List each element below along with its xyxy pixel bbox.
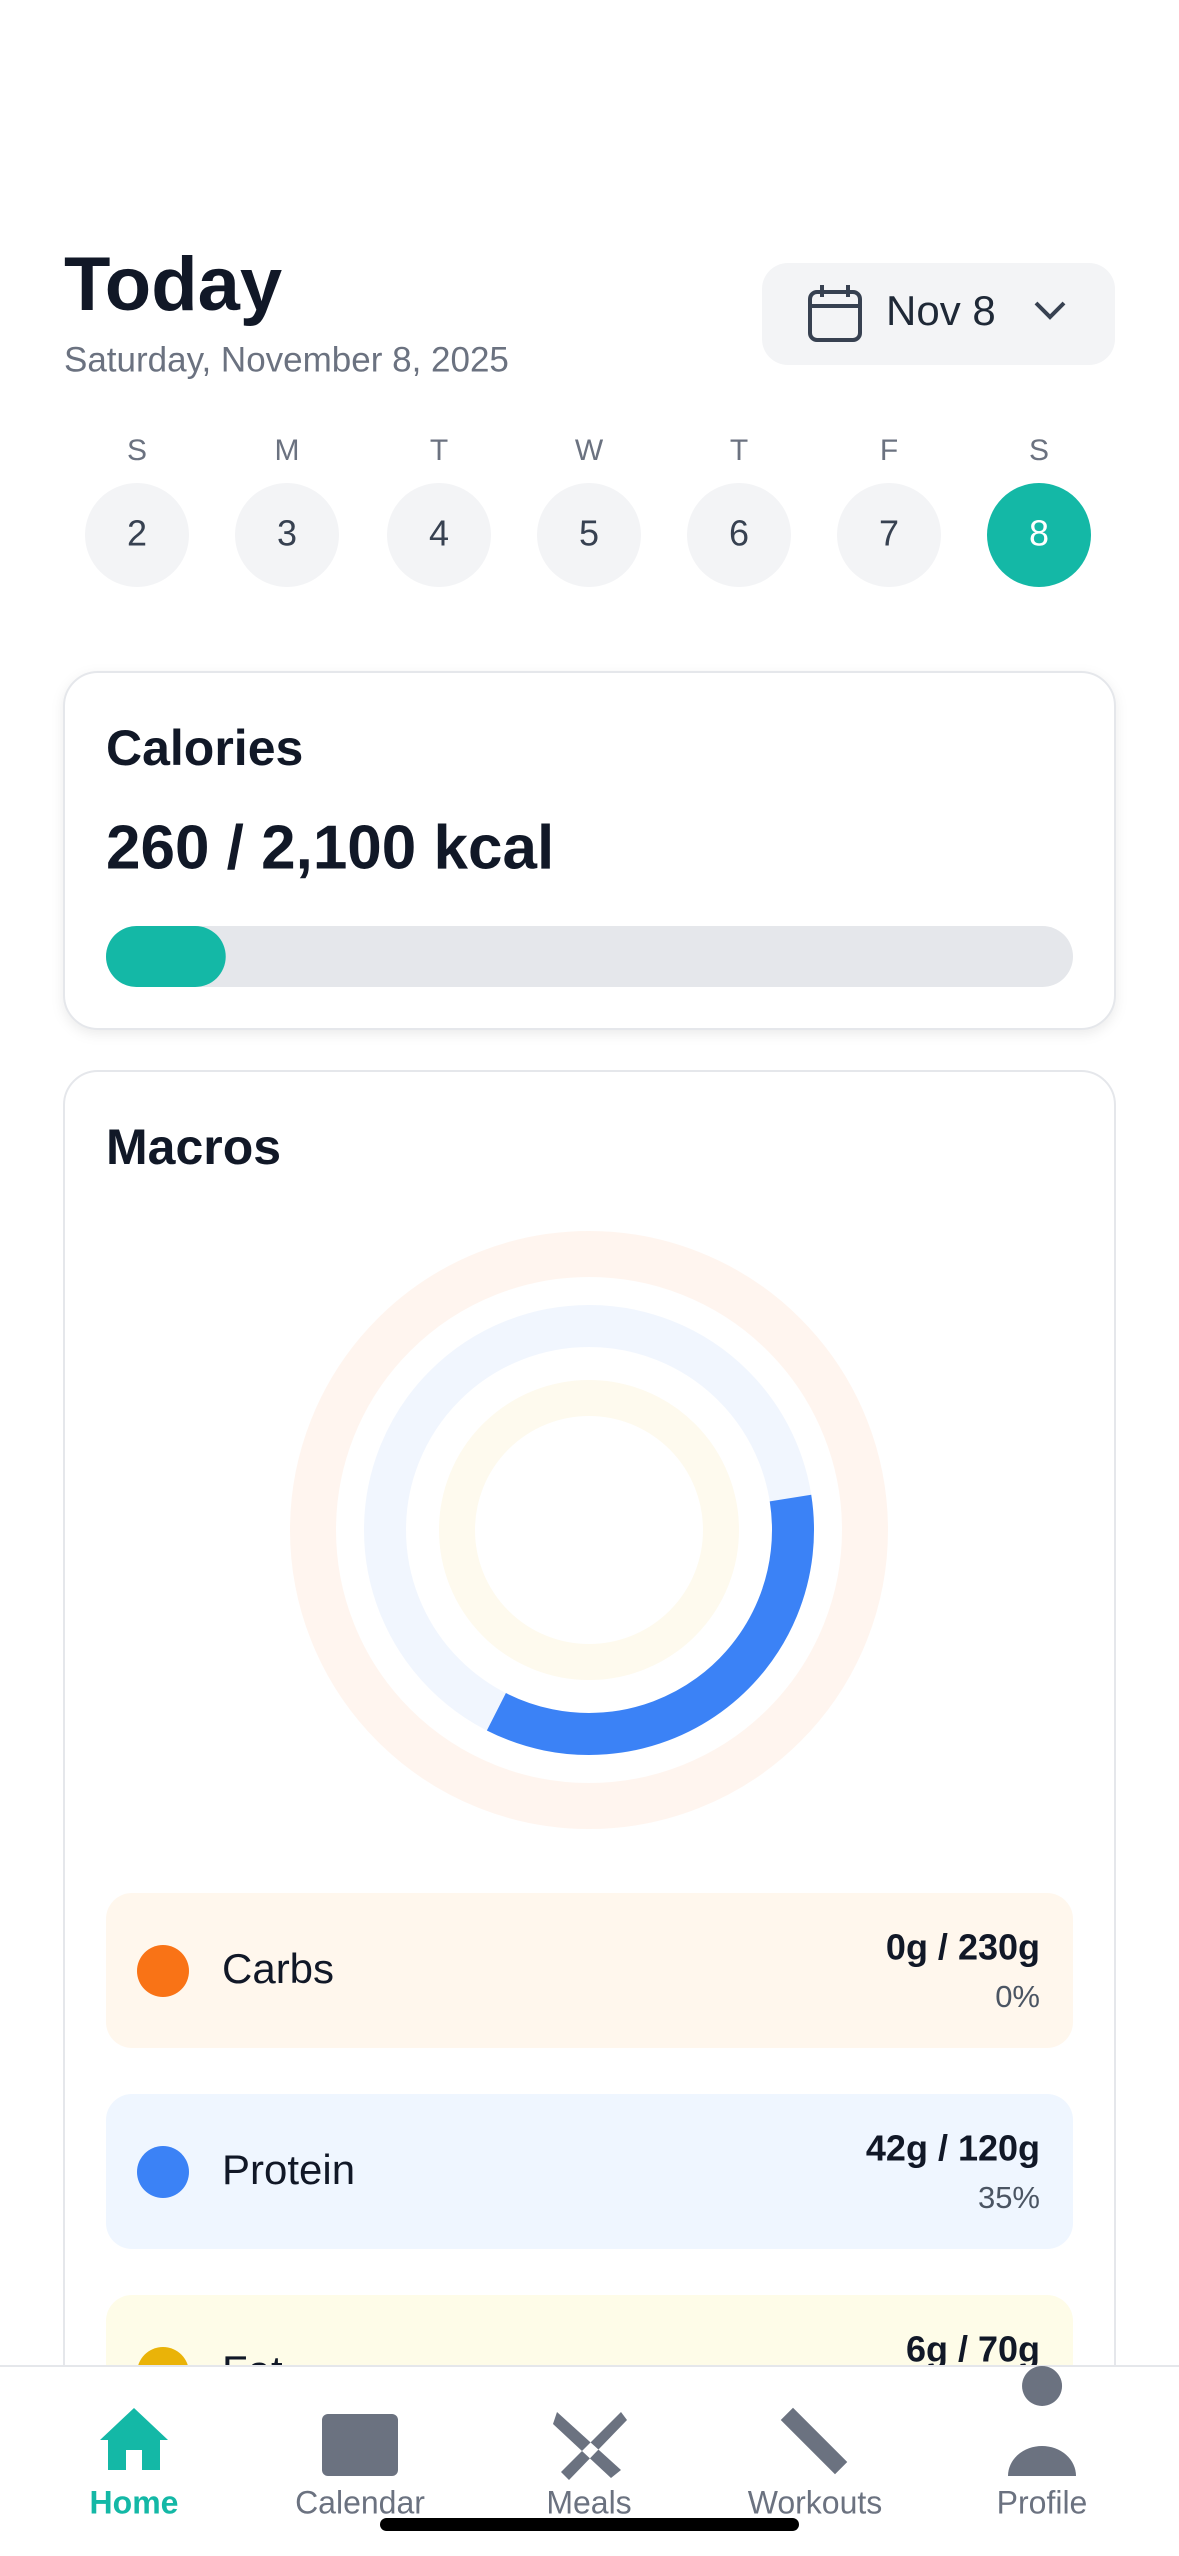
- day[interactable]: M3: [235, 434, 339, 587]
- home-indicator: [380, 2518, 799, 2531]
- day-number: 7: [879, 513, 899, 554]
- day-circle: [85, 483, 189, 587]
- calories-text: 260 / 2,100 kcal: [106, 813, 554, 882]
- macro-amount: 0g / 230g: [886, 1927, 1040, 1968]
- macros-title: Macros: [106, 1119, 281, 1175]
- weekday-letter: T: [730, 434, 748, 467]
- day-number: 3: [277, 513, 297, 554]
- tab-label: Profile: [997, 2484, 1088, 2520]
- calories-fill: [106, 926, 226, 987]
- tab-icon: [322, 2414, 398, 2476]
- day-circle: [387, 483, 491, 587]
- ring-progress: [486, 1494, 814, 1755]
- macro-percent: 0%: [995, 1979, 1040, 2014]
- macro-name: Protein: [222, 2146, 355, 2193]
- day[interactable]: T4: [387, 434, 491, 587]
- day-circle: [537, 483, 641, 587]
- tab[interactable]: Profile: [997, 2366, 1088, 2520]
- tab[interactable]: Calendar: [295, 2414, 425, 2520]
- day-circle: [235, 483, 339, 587]
- macro-row-bg: [106, 1893, 1073, 2048]
- day-number: 4: [429, 513, 449, 554]
- day-circle: [687, 483, 791, 587]
- tab-label: Home: [90, 2484, 179, 2520]
- tab-icon: [1008, 2366, 1076, 2476]
- weekday-letter: F: [880, 434, 898, 467]
- day-number: 8: [1029, 513, 1049, 554]
- day-number: 6: [729, 513, 749, 554]
- tab-label: Meals: [546, 2484, 631, 2520]
- tab-icon: [780, 2407, 848, 2475]
- day[interactable]: S8: [987, 434, 1091, 587]
- tab[interactable]: Meals: [546, 2412, 632, 2520]
- day-number: 2: [127, 513, 147, 554]
- day[interactable]: W5: [537, 434, 641, 587]
- weekday-letter: W: [575, 434, 604, 467]
- tab[interactable]: Workouts: [748, 2407, 883, 2520]
- calendar-icon: [808, 285, 862, 342]
- day[interactable]: S2: [85, 434, 189, 587]
- weekday-letter: M: [275, 434, 300, 467]
- page-title: Today: [64, 242, 282, 327]
- ring-track: [439, 1380, 739, 1680]
- tab-label: Workouts: [748, 2484, 883, 2520]
- day-circle: [837, 483, 941, 587]
- tab-label: Calendar: [295, 2484, 425, 2520]
- macro-amount: 6g / 70g: [906, 2329, 1040, 2370]
- day[interactable]: F7: [837, 434, 941, 587]
- day-number: 5: [579, 513, 599, 554]
- calories-title: Calories: [106, 720, 303, 776]
- macro-percent: 35%: [978, 2180, 1040, 2215]
- macro-dot: [137, 1945, 189, 1997]
- macro-amount: 42g / 120g: [866, 2128, 1040, 2169]
- chevron: [1034, 301, 1066, 320]
- weekday-letter: T: [430, 434, 448, 467]
- tab-icon: [553, 2412, 627, 2480]
- weekday-letter: S: [127, 434, 147, 467]
- page-subtitle: Saturday, November 8, 2025: [64, 340, 509, 379]
- macro-row: Carbs 0g / 230g 0%: [106, 1893, 1073, 2048]
- macro-rings: [290, 1231, 888, 1829]
- day[interactable]: T6: [687, 434, 791, 587]
- macro-name: Carbs: [222, 1945, 334, 1992]
- ring-track: [290, 1231, 888, 1829]
- tab-bar: Home Calendar Meals Workouts Profile: [0, 2365, 1179, 2556]
- date-button-label: Nov 8: [886, 287, 996, 334]
- macro-row-bg: [106, 2094, 1073, 2249]
- macro-row: Protein 42g / 120g 35%: [106, 2094, 1073, 2249]
- macro-dot: [137, 2146, 189, 2198]
- tab-icon: [100, 2408, 168, 2470]
- weekday-letter: S: [1029, 434, 1049, 467]
- date-button[interactable]: Nov 8: [762, 263, 1115, 365]
- calories-track: [106, 926, 1073, 987]
- day-circle: [987, 483, 1091, 587]
- tab[interactable]: Home: [90, 2408, 179, 2520]
